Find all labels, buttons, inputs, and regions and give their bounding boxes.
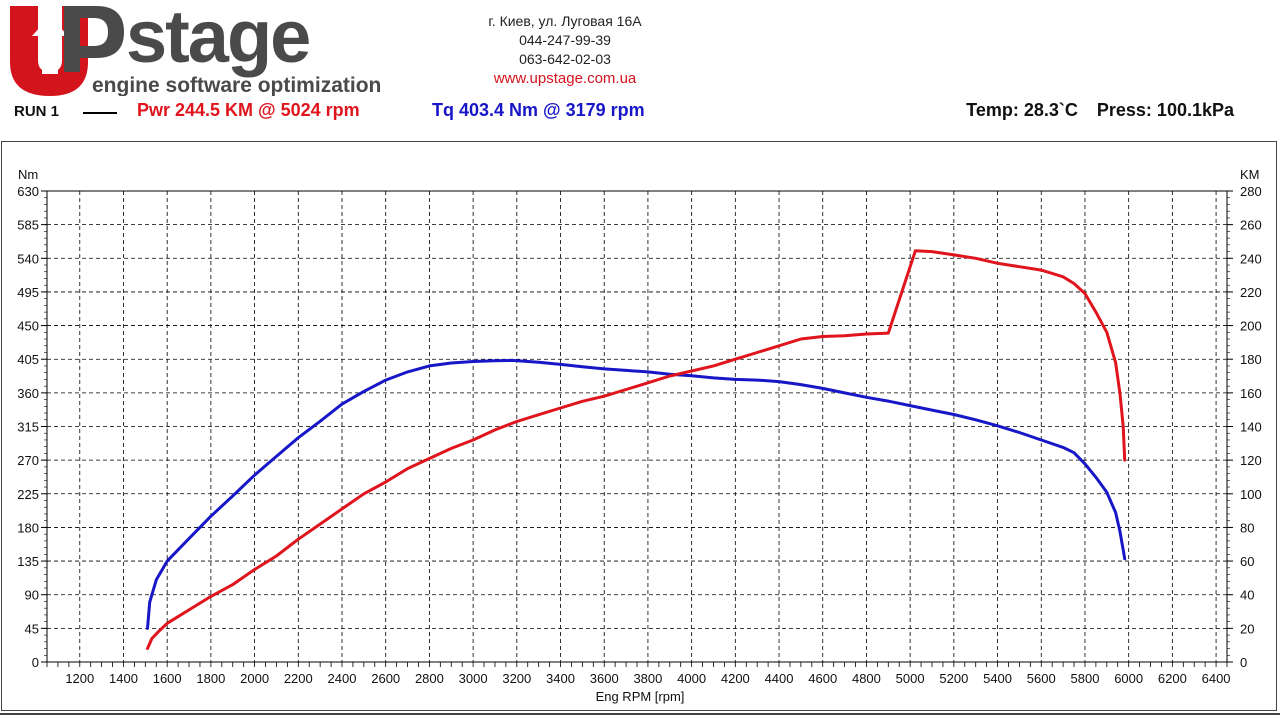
y-right-tick-label: 60	[1240, 554, 1254, 569]
x-tick-label: 4800	[852, 671, 881, 686]
x-tick-label: 4200	[721, 671, 750, 686]
y-left-tick-label: 135	[17, 554, 39, 569]
y-right-tick-label: 20	[1240, 621, 1254, 636]
x-tick-label: 3000	[459, 671, 488, 686]
y-right-tick-label: 200	[1240, 319, 1262, 334]
x-tick-label: 2200	[284, 671, 313, 686]
y-left-tick-label: 630	[17, 184, 39, 199]
chart-grid	[47, 190, 1227, 663]
y-left-tick-label: 315	[17, 420, 39, 435]
y-left-tick-label: 450	[17, 319, 39, 334]
x-tick-label: 5800	[1071, 671, 1100, 686]
brand-wordmark: stage	[126, 2, 309, 78]
y-right-tick-label: 280	[1240, 184, 1262, 199]
power-summary: Pwr 244.5 KM @ 5024 rpm	[137, 100, 360, 120]
x-tick-label: 4600	[808, 671, 837, 686]
run-line-swatch	[83, 112, 117, 114]
power-curve	[146, 249, 1127, 650]
phone-1: 044-247-99-39	[519, 32, 611, 48]
y-left-tick-label: 540	[17, 251, 39, 266]
y-right-tick-label: 80	[1240, 520, 1254, 535]
x-tick-label: 1600	[153, 671, 182, 686]
x-tick-label: 5600	[1027, 671, 1056, 686]
y-left-tick-label: 270	[17, 453, 39, 468]
bottom-rule	[0, 713, 1280, 715]
x-tick-label: 1200	[65, 671, 94, 686]
y-left-tick-label: 45	[25, 621, 39, 636]
x-tick-label: 2400	[328, 671, 357, 686]
y-right-tick-label: 0	[1240, 655, 1247, 670]
y-right-tick-label: 40	[1240, 588, 1254, 603]
y-right-tick-label: 260	[1240, 218, 1262, 233]
y-right-tick-label: 180	[1240, 352, 1262, 367]
y-right-tick-label: 120	[1240, 453, 1262, 468]
y-right-tick-label: 100	[1240, 487, 1262, 502]
y-left-tick-label: 360	[17, 386, 39, 401]
chart-frame	[1, 141, 1277, 711]
x-tick-label: 3600	[590, 671, 619, 686]
temperature-readout: Temp: 28.3`C	[966, 100, 1078, 120]
phone-2: 063-642-02-03	[519, 51, 611, 67]
website-link[interactable]: www.upstage.com.ua	[493, 70, 637, 87]
x-tick-label: 6000	[1114, 671, 1143, 686]
y-left-tick-label: 495	[17, 285, 39, 300]
y-left-tick-label: 0	[32, 655, 39, 670]
x-tick-label: 5000	[896, 671, 925, 686]
y-right-tick-label: 240	[1240, 251, 1262, 266]
x-tick-label: 2800	[415, 671, 444, 686]
x-tick-label: 3800	[633, 671, 662, 686]
x-tick-label: 2600	[371, 671, 400, 686]
x-tick-label: 4400	[765, 671, 794, 686]
torque-summary: Tq 403.4 Nm @ 3179 rpm	[432, 100, 645, 120]
y-left-tick-label: 225	[17, 487, 39, 502]
address: г. Киев, ул. Луговая 16А	[488, 13, 642, 29]
y-left-tick-label: 180	[17, 520, 39, 535]
y-axis-left-title: Nm	[18, 167, 38, 182]
chart-series	[146, 249, 1127, 650]
y-right-tick-label: 140	[1240, 420, 1262, 435]
x-tick-label: 6400	[1202, 671, 1231, 686]
x-tick-label: 4000	[677, 671, 706, 686]
brand-tagline: engine software optimization	[92, 74, 381, 96]
x-tick-label: 3200	[502, 671, 531, 686]
x-tick-label: 1800	[196, 671, 225, 686]
x-axis-title: Eng RPM [rpm]	[596, 689, 685, 704]
chart-axes: 1200 1400 1600 1800 2000 2200 2400 2600 2800 3000…	[17, 184, 1261, 686]
y-left-tick-label: 405	[17, 352, 39, 367]
y-right-tick-label: 220	[1240, 285, 1262, 300]
x-tick-label: 2000	[240, 671, 269, 686]
y-left-tick-label: 585	[17, 218, 39, 233]
y-left-tick-label: 90	[25, 588, 39, 603]
y-axis-right-title: KM	[1240, 167, 1260, 182]
run-label: RUN 1	[14, 103, 60, 120]
x-tick-label: 3400	[546, 671, 575, 686]
pressure-readout: Press: 100.1kPa	[1096, 100, 1234, 120]
x-tick-label: 5200	[939, 671, 968, 686]
x-tick-label: 1400	[109, 671, 138, 686]
upstage-logo: stage engine software optimization	[10, 2, 381, 96]
x-tick-label: 6200	[1158, 671, 1187, 686]
conditions: Temp: 28.3`C Press: 100.1kPa	[952, 100, 1234, 126]
torque-curve	[146, 358, 1127, 630]
x-tick-label: 5400	[983, 671, 1012, 686]
y-right-tick-label: 160	[1240, 386, 1262, 401]
contact-block: г. Киев, ул. Луговая 16А 044-247-99-39 0…	[420, 12, 710, 88]
